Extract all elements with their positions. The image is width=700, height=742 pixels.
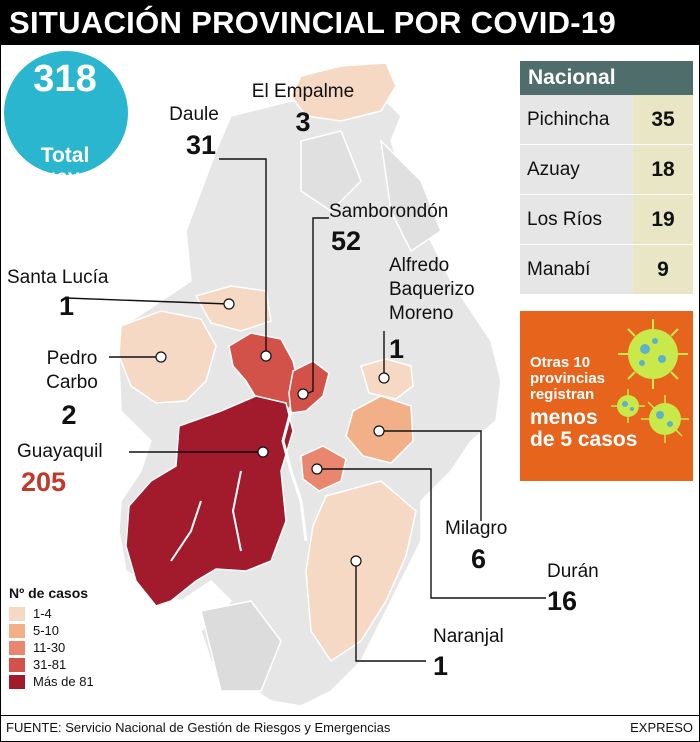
otras-text: Otras 10 provincias registran menos de 5… bbox=[530, 354, 637, 451]
cases-duran: 16 bbox=[547, 586, 578, 616]
callout-line-daule bbox=[219, 158, 267, 356]
virus-icon bbox=[611, 319, 689, 443]
otras-line4: menos bbox=[530, 406, 598, 429]
marker-pedro-carbo bbox=[155, 351, 167, 363]
canton-el-empalme bbox=[290, 62, 397, 122]
label-pedro-carbo-line2: Carbo bbox=[46, 372, 98, 393]
nacional-cases: 35 bbox=[633, 95, 693, 144]
legend-label: 11-30 bbox=[33, 640, 66, 655]
legend-swatch bbox=[9, 657, 25, 672]
otras-emphasis: menos de 5 casos bbox=[530, 407, 640, 451]
footer: FUENTE: Servicio Nacional de Gestión de … bbox=[1, 715, 699, 741]
legend-label: 31-81 bbox=[33, 657, 67, 672]
label-alfredo-line3: Moreno bbox=[389, 303, 454, 324]
label-duran: Durán bbox=[547, 561, 599, 582]
legend-swatch bbox=[9, 606, 25, 621]
callout-line-duran bbox=[317, 468, 546, 599]
label-pedro-carbo-line1: Pedro bbox=[46, 348, 98, 369]
nacional-cases: 19 bbox=[633, 195, 693, 244]
cases-naranjal: 1 bbox=[433, 651, 449, 681]
label-el-empalme: El Empalme bbox=[251, 81, 355, 102]
legend-title: Nº de casos bbox=[9, 585, 89, 601]
cases-alfredo-baquerizo-moreno: 1 bbox=[389, 334, 405, 364]
legend-label: 1-4 bbox=[33, 606, 52, 621]
legend-item: 31-81 bbox=[9, 656, 94, 673]
nacional-row: Pichincha 35 bbox=[520, 95, 693, 145]
nacional-table: Nacional Pichincha 35 Azuay 18 Los Ríos … bbox=[520, 61, 693, 295]
cases-daule: 31 bbox=[185, 130, 217, 160]
nacional-row: Los Ríos 19 bbox=[520, 195, 693, 245]
nacional-cases: 18 bbox=[633, 145, 693, 194]
total-label: Total Guayas bbox=[11, 145, 119, 189]
canton-samborondon bbox=[288, 360, 330, 414]
label-guayaquil: Guayaquil bbox=[17, 441, 103, 462]
label-santa-lucia: Santa Lucía bbox=[7, 267, 109, 288]
nacional-province: Pichincha bbox=[520, 95, 633, 144]
cases-samborondon: 52 bbox=[331, 226, 362, 256]
label-daule: Daule bbox=[169, 104, 219, 125]
otras-provincias-box: Otras 10 provincias registran menos de 5… bbox=[520, 311, 693, 481]
legend-swatch bbox=[9, 623, 25, 638]
marker-alfredo bbox=[378, 372, 390, 384]
marker-naranjal bbox=[350, 555, 362, 567]
label-milagro: Milagro bbox=[445, 518, 508, 539]
total-count: 318 bbox=[33, 58, 97, 100]
canton-pedro-carbo bbox=[118, 310, 217, 404]
cases-el-empalme: 3 bbox=[295, 107, 311, 137]
label-alfredo-baquerizo-moreno: Alfredo Baquerizo Moreno bbox=[389, 254, 489, 326]
callout-line-naranjal bbox=[355, 561, 426, 662]
label-pedro-carbo: Pedro Carbo bbox=[37, 347, 107, 395]
canton-guayaquil bbox=[125, 395, 294, 607]
legend-label: Más de 81 bbox=[33, 674, 94, 689]
marker-samborondon bbox=[297, 388, 309, 400]
legend-item: 1-4 bbox=[9, 605, 94, 622]
legend-item: 5-10 bbox=[9, 622, 94, 639]
otras-line5: de 5 casos bbox=[530, 428, 638, 451]
nacional-header: Nacional bbox=[520, 61, 693, 95]
legend-swatch bbox=[9, 674, 25, 689]
marker-daule bbox=[260, 350, 272, 362]
cases-guayaquil: 205 bbox=[21, 467, 67, 497]
marker-guayaquil bbox=[257, 446, 269, 458]
nacional-province: Los Ríos bbox=[520, 195, 633, 244]
marker-santa-lucia bbox=[223, 298, 235, 310]
marker-duran bbox=[311, 463, 323, 475]
cases-pedro-carbo: 2 bbox=[61, 400, 77, 430]
nacional-province: Azuay bbox=[520, 145, 633, 194]
nacional-cases: 9 bbox=[633, 245, 693, 294]
label-alfredo-line1: Alfredo bbox=[389, 255, 450, 276]
total-label-line1: Total bbox=[40, 144, 90, 167]
cases-milagro: 6 bbox=[471, 544, 487, 574]
legend-item: 11-30 bbox=[9, 639, 94, 656]
label-samborondon: Samborondón bbox=[329, 201, 449, 222]
total-label-line2: Guayas bbox=[27, 166, 103, 189]
legend: Nº de casos 1-4 5-10 11-30 31-81 Más de … bbox=[9, 585, 94, 690]
callout-line-samborondon bbox=[305, 217, 329, 395]
source-credit: FUENTE: Servicio Nacional de Gestión de … bbox=[6, 720, 391, 735]
label-alfredo-line2: Baquerizo bbox=[389, 279, 475, 300]
nacional-row: Manabí 9 bbox=[520, 245, 693, 295]
canton-santa-lucia bbox=[194, 285, 272, 332]
callout-line-milagro bbox=[379, 430, 482, 521]
total-circle bbox=[4, 51, 128, 175]
nacional-row: Azuay 18 bbox=[520, 145, 693, 195]
legend-label: 5-10 bbox=[33, 623, 60, 638]
canton-naranjal bbox=[305, 480, 417, 663]
page-title: SITUACIÓN PROVINCIAL POR COVID-19 bbox=[1, 1, 699, 45]
otras-line1: Otras 10 bbox=[530, 354, 591, 371]
otras-line2: provincias bbox=[530, 370, 606, 387]
label-naranjal: Naranjal bbox=[433, 626, 504, 647]
callout-line-santa-lucia bbox=[65, 297, 230, 305]
guayas-map bbox=[65, 62, 546, 707]
otras-line3: registran bbox=[530, 386, 595, 403]
legend-item: Más de 81 bbox=[9, 673, 94, 690]
brand-credit: EXPRESO bbox=[630, 720, 693, 735]
cases-santa-lucia: 1 bbox=[59, 291, 75, 321]
marker-milagro bbox=[373, 425, 385, 437]
legend-swatch bbox=[9, 640, 25, 655]
nacional-province: Manabí bbox=[520, 245, 633, 294]
